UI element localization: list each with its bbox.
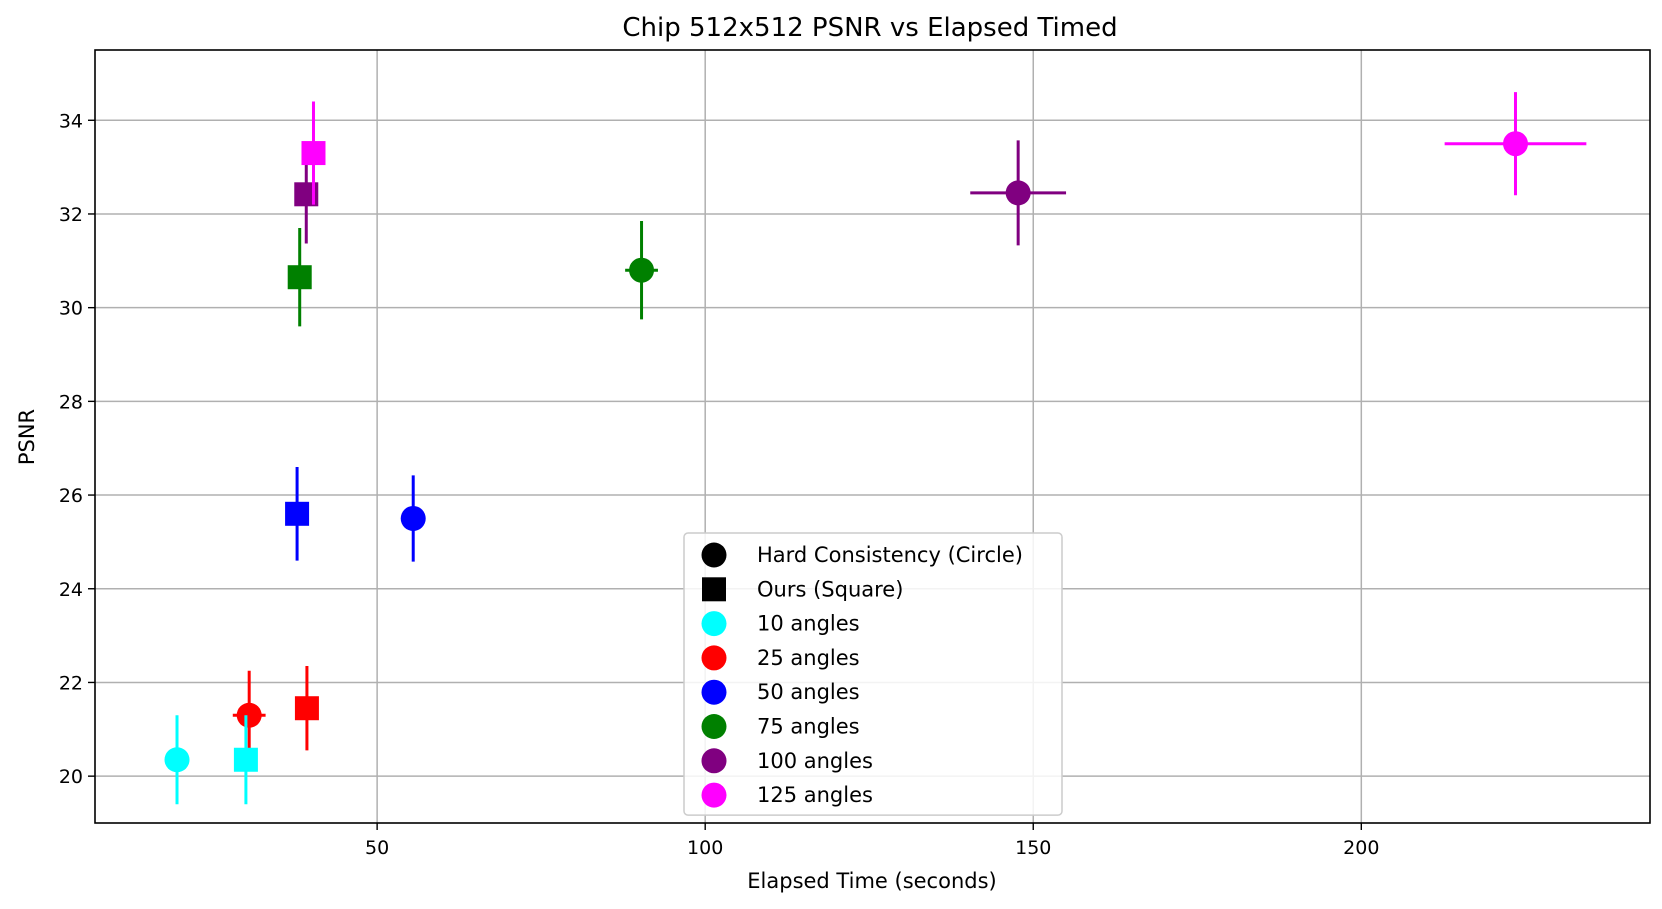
data-point-hard-3 [400, 475, 426, 562]
legend-circle-marker [701, 748, 727, 774]
square-marker [285, 501, 310, 526]
circle-marker [400, 505, 426, 531]
points-layer [164, 92, 1587, 805]
y-tick-label: 32 [59, 204, 83, 226]
y-tick-label: 26 [59, 485, 83, 507]
square-marker [294, 696, 319, 721]
data-point-hard-5 [970, 140, 1067, 246]
data-point-hard-4 [625, 220, 658, 320]
x-axis-label: Elapsed Time (seconds) [747, 869, 996, 893]
legend-item-2: Ours (Square) [702, 577, 903, 602]
legend-circle-marker [701, 645, 727, 671]
legend-item-7: 100 angles [701, 748, 873, 774]
x-tick-label: 50 [365, 837, 389, 859]
legend-circle-marker [701, 782, 727, 808]
circle-marker [236, 702, 262, 728]
data-point-hard-6 [1444, 92, 1587, 196]
square-marker [233, 747, 258, 772]
y-ticks-layer: 20 22 24 26 28 30 32 34 [59, 110, 95, 788]
x-tick-label: 150 [1015, 837, 1051, 859]
y-axis-label: PSNR [15, 409, 39, 465]
legend: Hard Consistency (Circle) Ours (Square) 10… [683, 532, 1063, 816]
legend-item-1: Hard Consistency (Circle) [701, 542, 1023, 568]
circle-marker [164, 747, 190, 773]
square-marker [287, 265, 312, 290]
legend-item-4: 25 angles [701, 645, 860, 671]
legend-label: 50 angles [757, 680, 860, 704]
circle-marker [1005, 180, 1031, 206]
legend-label: 75 angles [757, 715, 860, 739]
legend-item-5: 50 angles [701, 679, 860, 705]
legend-circle-marker [701, 611, 727, 637]
data-point-hard-2 [232, 670, 266, 760]
x-tick-label: 200 [1343, 837, 1379, 859]
legend-label: 100 angles [757, 749, 873, 773]
square-marker [301, 141, 326, 166]
circle-marker [629, 257, 655, 283]
legend-circle-marker [701, 679, 727, 705]
data-point-ours-9 [285, 466, 310, 561]
legend-label: 25 angles [757, 646, 860, 670]
y-tick-label: 30 [59, 298, 83, 320]
y-tick-label: 34 [59, 110, 83, 132]
legend-label: Ours (Square) [757, 577, 903, 601]
legend-label: 125 angles [757, 783, 873, 807]
plot-frame [94, 49, 1651, 824]
legend-item-6: 75 angles [701, 714, 860, 739]
legend-circle-marker [701, 542, 727, 568]
legend-square-marker [702, 577, 726, 602]
data-point-ours-8 [294, 666, 319, 751]
circle-marker [1502, 131, 1528, 157]
legend-item-3: 10 angles [701, 611, 860, 637]
data-point-hard-1 [164, 715, 190, 805]
y-tick-label: 22 [59, 672, 83, 694]
y-tick-label: 24 [59, 579, 83, 601]
data-point-ours-12 [301, 101, 326, 205]
y-tick-label: 28 [59, 391, 83, 413]
legend-item-8: 125 angles [701, 782, 873, 808]
x-ticks-layer: 50 100 150 200 [365, 823, 1379, 859]
chart-title: Chip 512x512 PSNR vs Elapsed Timed [622, 13, 1117, 43]
legend-circle-marker [701, 714, 727, 739]
data-point-ours-10 [287, 228, 312, 327]
legend-label: 10 angles [757, 612, 860, 636]
data-point-ours-7 [233, 715, 258, 805]
legend-label: Hard Consistency (Circle) [757, 543, 1023, 567]
x-tick-label: 100 [687, 837, 723, 859]
legend-box [683, 532, 1063, 816]
y-tick-label: 20 [59, 766, 83, 788]
